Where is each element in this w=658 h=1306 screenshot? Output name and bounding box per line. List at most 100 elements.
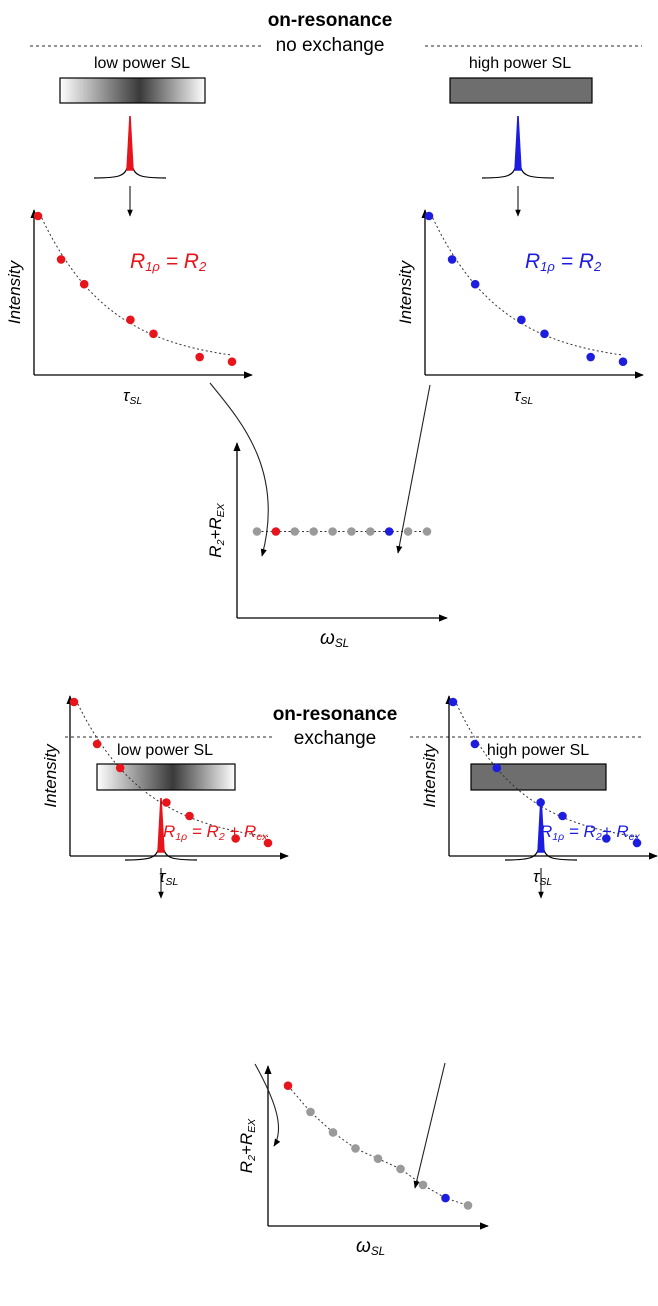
data-point <box>328 1128 338 1137</box>
data-point <box>470 739 480 749</box>
panel-subtitle: exchange <box>294 728 376 749</box>
data-point <box>306 1107 315 1117</box>
subscript: 2 <box>595 831 602 843</box>
high-power-pulse-bar <box>449 77 593 104</box>
data-point <box>263 838 273 848</box>
high-power-label: high power SL <box>469 55 571 72</box>
low-power-equation: R1ρ = R2 + Rex <box>163 822 268 843</box>
data-point <box>351 1144 360 1153</box>
data-point <box>162 798 171 807</box>
data-point <box>517 315 526 325</box>
y-axis-label: R2+REX <box>237 1118 258 1173</box>
x-axis-label: ωSL <box>356 1236 385 1258</box>
y-axis-label: Intensity <box>5 259 24 324</box>
data-point <box>441 1193 450 1203</box>
panel-title: on-resonance <box>268 10 393 31</box>
subscript: SL <box>371 1245 385 1258</box>
data-point <box>33 211 43 221</box>
low-to-dispersion-arrow <box>254 1063 281 1147</box>
data-point <box>290 527 300 536</box>
symbol: = R <box>564 822 596 841</box>
data-point <box>586 352 595 362</box>
low-power-label: low power SL <box>94 55 190 72</box>
x-axis-label: τSL <box>514 386 533 407</box>
symbol: R <box>237 1161 256 1173</box>
data-point <box>418 1180 428 1190</box>
data-point <box>396 1164 405 1174</box>
subscript: SL <box>165 876 178 888</box>
y-axis-label: Intensity <box>420 743 439 808</box>
fit-curve <box>73 701 269 838</box>
symbol: +R <box>237 1133 256 1155</box>
subscript: 1ρ <box>540 259 555 274</box>
data-point <box>447 255 457 264</box>
data-point <box>227 357 237 367</box>
low-power-pulse-bar <box>59 77 206 104</box>
symbol: R <box>163 822 175 841</box>
subscript: 1ρ <box>552 831 564 843</box>
data-point <box>463 1201 473 1210</box>
symbol: = R <box>555 250 594 273</box>
symbol: τ <box>533 867 541 886</box>
data-point <box>540 329 549 339</box>
symbol: +R <box>206 517 225 539</box>
symbol: τ <box>159 867 167 886</box>
symbol: R <box>525 250 540 273</box>
low-decay-plot: Intensity <box>5 209 253 379</box>
subscript: 2 <box>198 259 207 274</box>
subscript: 1ρ <box>175 831 187 843</box>
low-decay-plot: Intensity <box>41 695 289 860</box>
data-point <box>149 329 158 339</box>
subscript: ex <box>256 831 268 843</box>
subscript: 2 <box>215 539 227 546</box>
panel-subtitle: no exchange <box>276 35 385 56</box>
data-point <box>618 357 628 367</box>
fit-curve <box>37 215 233 356</box>
subscript: ex <box>629 831 641 843</box>
data-point <box>602 834 611 843</box>
high-power-spectrum <box>504 797 578 899</box>
dispersion-plot: R2+REX <box>237 1065 489 1230</box>
high-power-equation: R1ρ = R2 <box>525 250 602 274</box>
fit-curve <box>452 701 638 838</box>
data-point <box>373 1154 383 1163</box>
panel-title: on-resonance <box>273 704 398 725</box>
data-point <box>126 315 135 325</box>
high-decay-plot: Intensity <box>396 209 644 379</box>
subscript: 2 <box>246 1155 258 1162</box>
fit-curve <box>287 1085 469 1206</box>
resonance-peak <box>157 797 165 853</box>
data-point <box>231 834 240 843</box>
subscript: 2 <box>218 831 225 843</box>
high-power-equation: R1ρ = R2+ Rex <box>540 822 640 843</box>
data-point <box>422 527 432 536</box>
y-axis-label: Intensity <box>396 259 415 324</box>
x-axis-label: τSL <box>159 867 178 888</box>
data-point <box>252 527 262 536</box>
x-axis-label: ωSL <box>320 628 349 650</box>
low-power-spectrum <box>124 797 198 899</box>
resonance-peak <box>514 115 522 171</box>
high-power-pulse-bar <box>470 763 607 791</box>
symbol: = R <box>160 250 199 273</box>
data-point <box>185 811 194 821</box>
symbol: + R <box>602 822 629 841</box>
high-power-spectrum <box>481 115 555 217</box>
symbol: τ <box>514 386 522 405</box>
subscript: EX <box>215 502 227 517</box>
data-point <box>403 527 413 536</box>
data-point <box>470 279 480 289</box>
high-to-dispersion-arrow <box>413 1062 446 1189</box>
data-point <box>384 527 394 536</box>
subscript: SL <box>129 395 142 407</box>
subscript: SL <box>335 637 349 650</box>
data-point <box>492 763 502 773</box>
symbol: ω <box>356 1236 371 1257</box>
resonance-peak <box>126 115 134 171</box>
data-point <box>448 697 458 707</box>
symbol: τ <box>123 386 131 405</box>
data-point <box>366 527 375 536</box>
low-power-spectrum <box>93 115 167 217</box>
high-decay-plot: Intensity <box>420 695 658 860</box>
